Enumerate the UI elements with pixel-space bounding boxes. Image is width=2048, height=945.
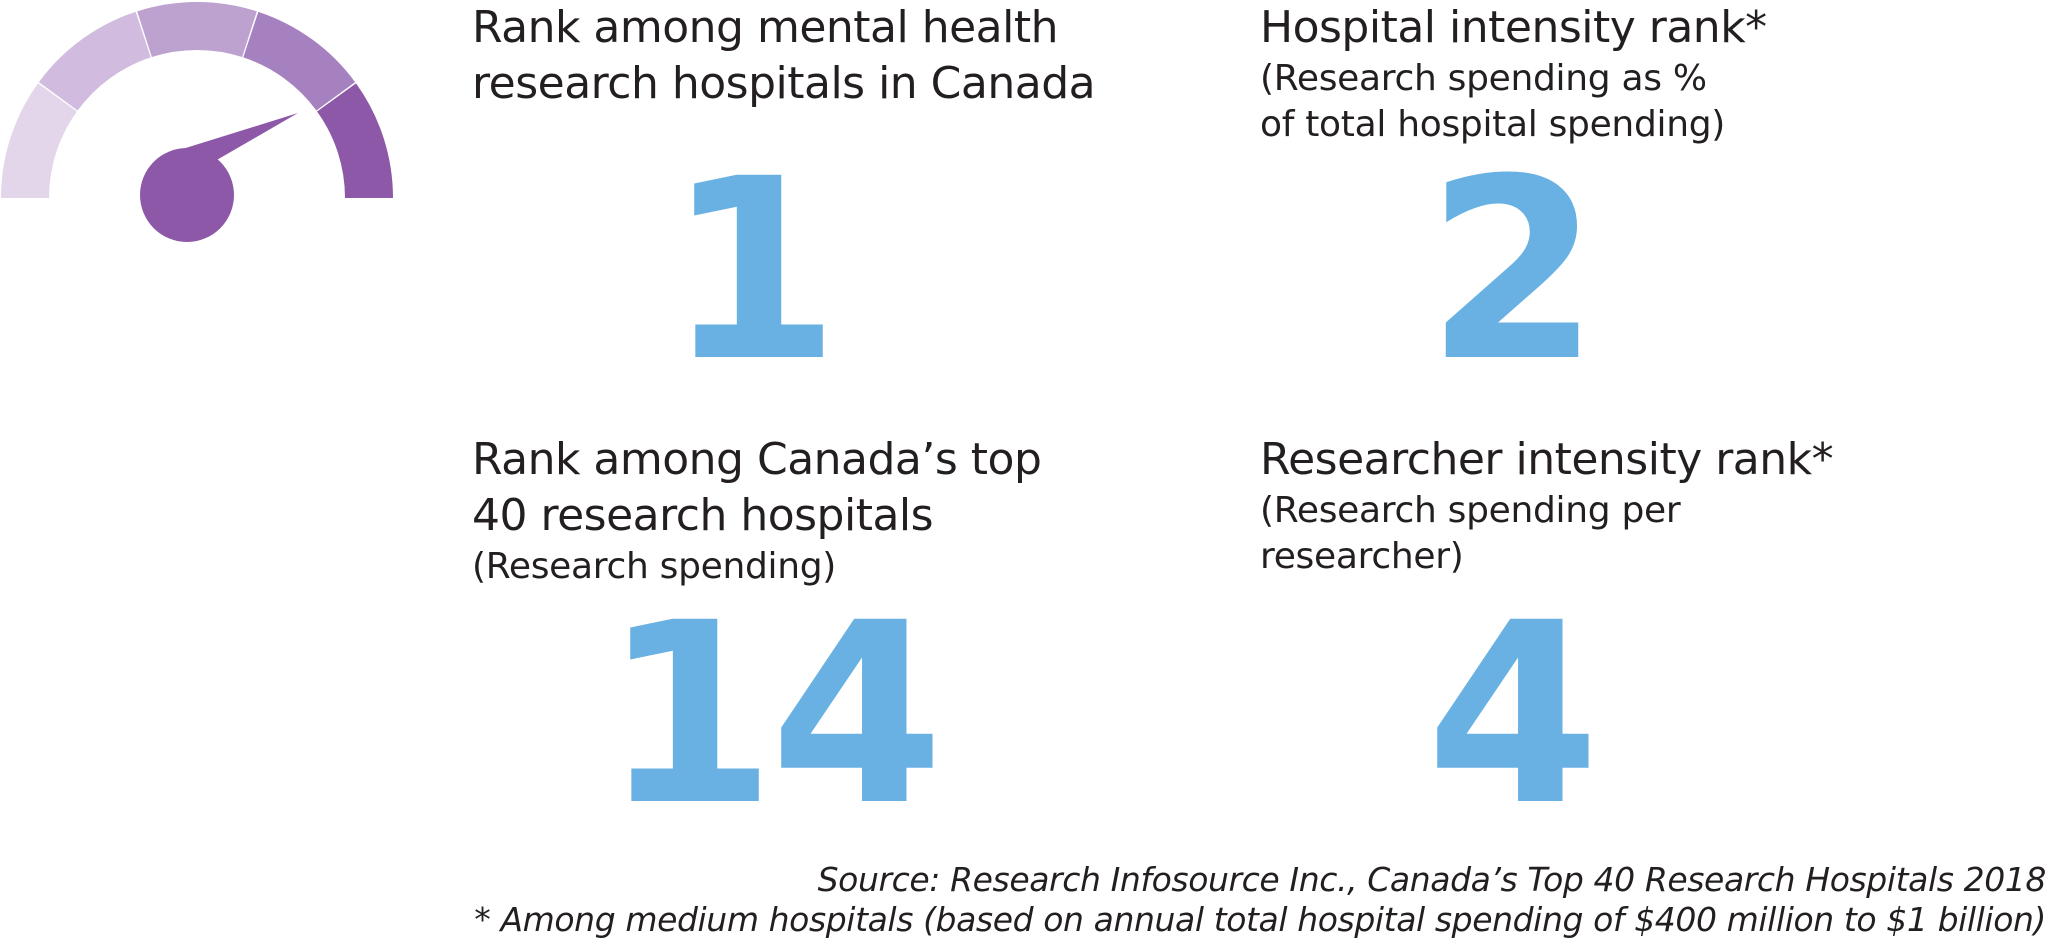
card-subtitle-line: of total hospital spending) bbox=[1260, 104, 1726, 145]
footnotes: Source: Research Infosource Inc., Canada… bbox=[474, 860, 2046, 940]
rank-value-mental-health: 1 bbox=[666, 125, 840, 416]
card-hospital-intensity: Hospital intensity rank* (Research spend… bbox=[1260, 0, 1960, 148]
rank-value-researcher-intensity: 4 bbox=[1426, 569, 1600, 860]
source-note: Source: Research Infosource Inc., Canada… bbox=[817, 860, 2047, 899]
card-subtitle-line: (Research spending) bbox=[472, 546, 837, 587]
card-title-line: Hospital intensity rank* bbox=[1260, 2, 1767, 53]
card-subtitle-line: (Research spending as % bbox=[1260, 58, 1707, 99]
gauge-segments bbox=[1, 1, 393, 198]
card-title-line: Rank among mental health bbox=[472, 2, 1059, 53]
card-subtitle-line: (Research spending per bbox=[1260, 490, 1681, 531]
card-subtitle-line: researcher) bbox=[1260, 536, 1464, 577]
card-top-40-rank: Rank among Canada’s top 40 research hosp… bbox=[472, 432, 1112, 590]
rank-value-top-40: 14 bbox=[602, 569, 944, 860]
gauge-hub bbox=[140, 148, 234, 242]
card-title-line: Rank among Canada’s top bbox=[472, 434, 1042, 485]
gauge-segment bbox=[137, 1, 257, 58]
card-mental-health-rank: Rank among mental health research hospit… bbox=[472, 0, 1112, 112]
asterisk-note: * Among medium hospitals (based on annua… bbox=[474, 900, 2046, 939]
gauge-segment bbox=[243, 11, 356, 111]
rank-value-hospital-intensity: 2 bbox=[1426, 125, 1600, 416]
gauge-segment bbox=[1, 83, 77, 198]
card-title-line: Researcher intensity rank* bbox=[1260, 434, 1834, 485]
gauge-segment bbox=[317, 83, 393, 198]
card-title-line: research hospitals in Canada bbox=[472, 58, 1096, 109]
gauge-segment bbox=[38, 11, 151, 111]
card-title-line: 40 research hospitals bbox=[472, 490, 934, 541]
card-researcher-intensity: Researcher intensity rank* (Research spe… bbox=[1260, 432, 1960, 580]
speedometer-gauge-icon bbox=[1, 1, 393, 242]
